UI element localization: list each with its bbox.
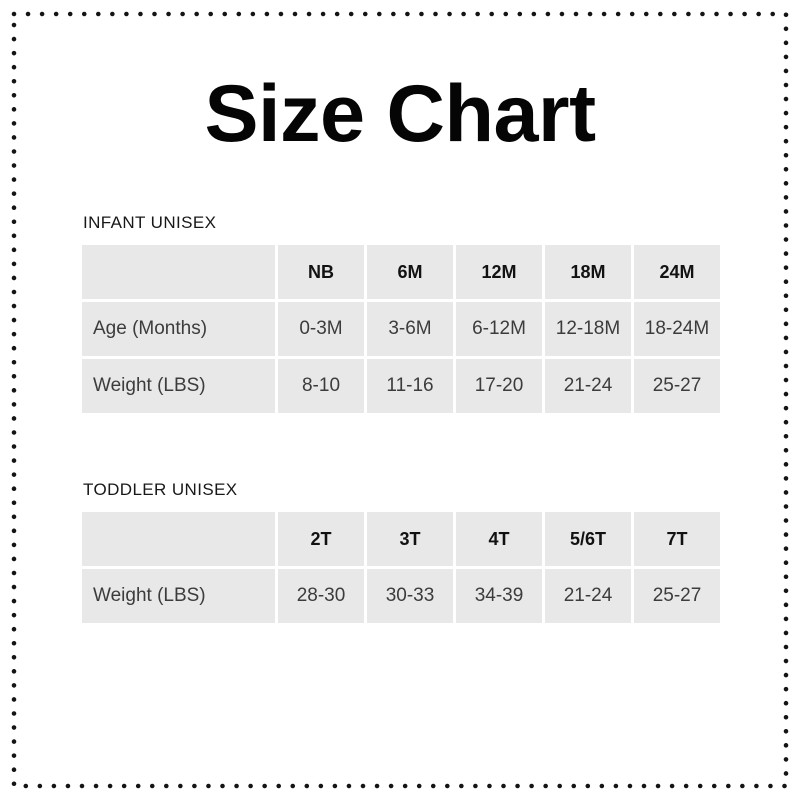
value-cell: 0-3M bbox=[278, 302, 364, 356]
table-corner-cell bbox=[82, 512, 275, 566]
value-cell: 28-30 bbox=[278, 569, 364, 623]
value-cell: 11-16 bbox=[367, 359, 453, 413]
value-cell: 21-24 bbox=[545, 359, 631, 413]
toddler-size-table: 2T 3T 4T 5/6T 7T Weight (LBS) 28-30 30-3… bbox=[82, 512, 720, 623]
column-header-cell: 12M bbox=[456, 245, 542, 299]
column-header-cell: 3T bbox=[367, 512, 453, 566]
column-header-cell: 18M bbox=[545, 245, 631, 299]
column-header-cell: 4T bbox=[456, 512, 542, 566]
column-header-cell: 2T bbox=[278, 512, 364, 566]
column-header-cell: 24M bbox=[634, 245, 720, 299]
value-cell: 25-27 bbox=[634, 569, 720, 623]
row-label-cell: Weight (LBS) bbox=[82, 569, 275, 623]
table-corner-cell bbox=[82, 245, 275, 299]
value-cell: 6-12M bbox=[456, 302, 542, 356]
row-label-cell: Weight (LBS) bbox=[82, 359, 275, 413]
row-label-cell: Age (Months) bbox=[82, 302, 275, 356]
value-cell: 21-24 bbox=[545, 569, 631, 623]
infant-size-table: NB 6M 12M 18M 24M Age (Months) 0-3M 3-6M… bbox=[82, 245, 720, 413]
value-cell: 18-24M bbox=[634, 302, 720, 356]
value-cell: 17-20 bbox=[456, 359, 542, 413]
value-cell: 30-33 bbox=[367, 569, 453, 623]
value-cell: 25-27 bbox=[634, 359, 720, 413]
infant-section: INFANT UNISEX NB 6M 12M 18M 24M Age (Mon… bbox=[82, 213, 720, 413]
value-cell: 3-6M bbox=[367, 302, 453, 356]
toddler-section: TODDLER UNISEX 2T 3T 4T 5/6T 7T Weight (… bbox=[82, 480, 720, 623]
column-header-cell: 6M bbox=[367, 245, 453, 299]
infant-section-label: INFANT UNISEX bbox=[83, 213, 217, 232]
column-header-cell: NB bbox=[278, 245, 364, 299]
column-header-cell: 7T bbox=[634, 512, 720, 566]
column-header-cell: 5/6T bbox=[545, 512, 631, 566]
value-cell: 34-39 bbox=[456, 569, 542, 623]
value-cell: 12-18M bbox=[545, 302, 631, 356]
page-title: Size Chart bbox=[204, 69, 596, 159]
toddler-section-label: TODDLER UNISEX bbox=[83, 480, 238, 499]
value-cell: 8-10 bbox=[278, 359, 364, 413]
